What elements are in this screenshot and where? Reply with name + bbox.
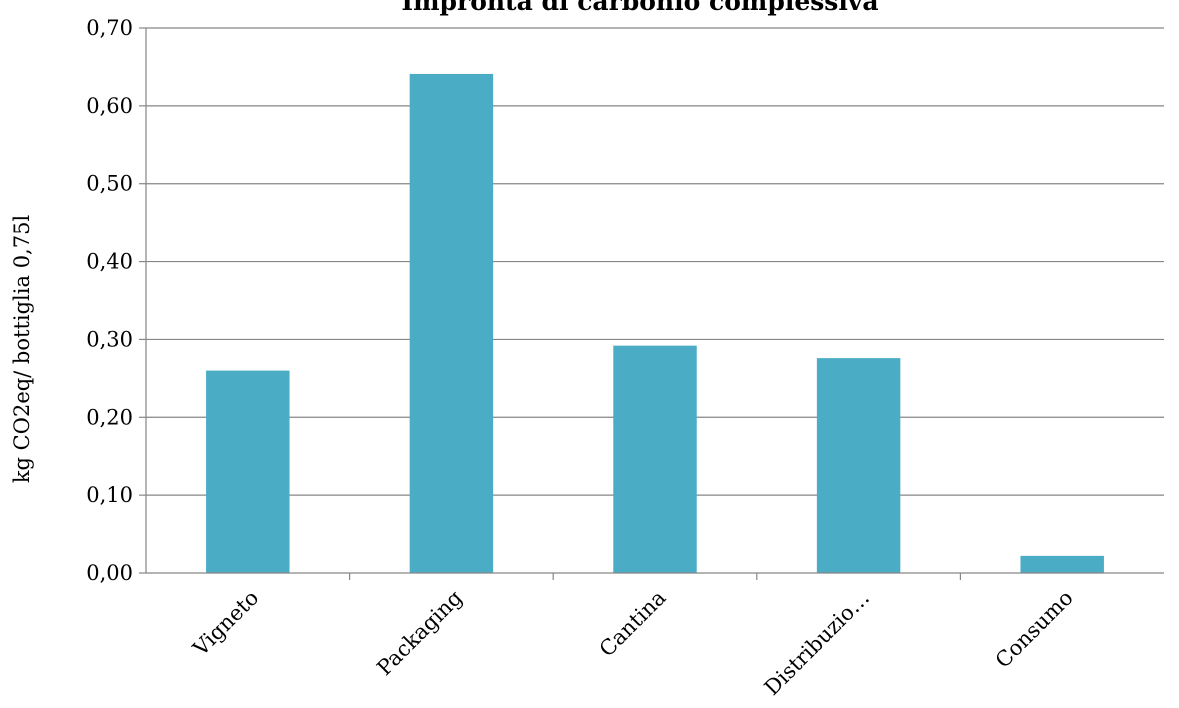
bar (816, 358, 901, 573)
gridlines (146, 27, 1164, 496)
bar (1020, 555, 1104, 573)
y-tick-label: 0,20 (86, 405, 133, 429)
x-tick-label: Packaging (372, 586, 467, 681)
bars (206, 73, 1104, 573)
bar (409, 73, 494, 573)
y-tick-label: 0,60 (86, 94, 133, 118)
y-axis-label: kg CO2eq/ bottiglia 0,75l (10, 215, 34, 484)
chart-title: Impronta di carbonio complessiva (401, 0, 878, 16)
x-tick-label: Cantina (595, 586, 671, 662)
bar (613, 345, 697, 573)
y-tick-label: 0,10 (86, 483, 133, 507)
x-tick-label: Vigneto (188, 586, 264, 662)
y-tick-label: 0,40 (86, 250, 133, 274)
x-tick-label: Consumo (991, 586, 1078, 673)
y-tick-label: 0,70 (86, 16, 133, 40)
y-tick-label: 0,00 (86, 561, 133, 585)
y-tick-label: 0,30 (86, 327, 133, 351)
y-tick-label: 0,50 (86, 172, 133, 196)
y-tick-labels: 0,00 0,10 0,20 0,30 0,40 0,50 0,60 0,70 (86, 16, 133, 585)
axes (139, 27, 1164, 580)
x-tick-labels: Vigneto Packaging Cantina Distribuzio… Consu… (188, 586, 1078, 700)
bar (206, 370, 290, 573)
x-tick-label: Distribuzio… (760, 586, 874, 700)
